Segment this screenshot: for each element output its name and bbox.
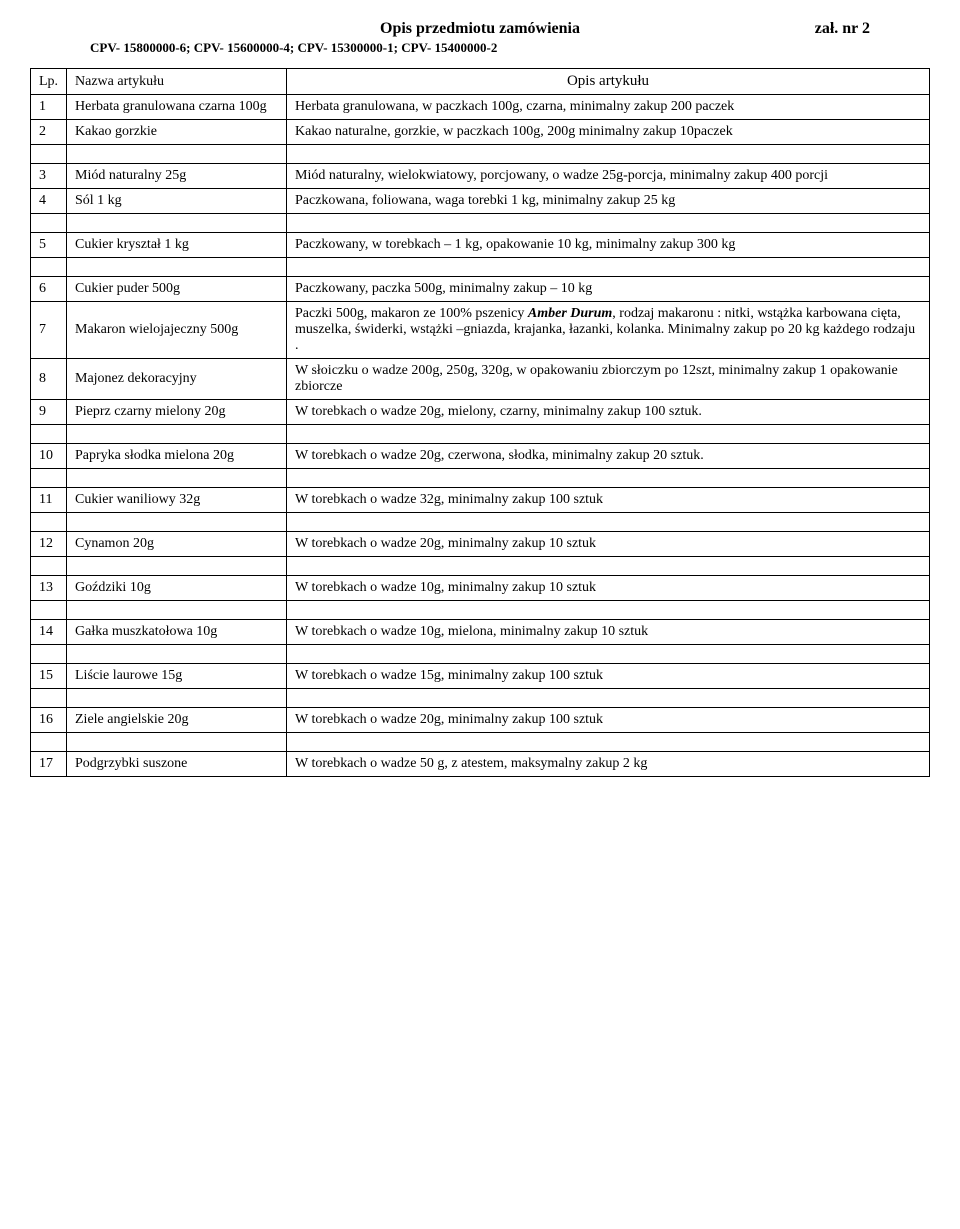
gap-row — [31, 513, 930, 532]
table-row: 2Kakao gorzkieKakao naturalne, gorzkie, … — [31, 120, 930, 145]
table-row: 11Cukier waniliowy 32gW torebkach o wadz… — [31, 488, 930, 513]
cell-lp: 14 — [31, 620, 67, 645]
table-row: 13Goździki 10gW torebkach o wadze 10g, m… — [31, 576, 930, 601]
table-row: 1Herbata granulowana czarna 100gHerbata … — [31, 95, 930, 120]
cell-lp: 12 — [31, 532, 67, 557]
cell-desc: W torebkach o wadze 20g, czerwona, słodk… — [287, 444, 930, 469]
cell-lp: 15 — [31, 664, 67, 689]
cell-desc: Paczkowana, foliowana, waga torebki 1 kg… — [287, 189, 930, 214]
table-row: 5Cukier kryształ 1 kgPaczkowany, w toreb… — [31, 233, 930, 258]
cell-lp: 17 — [31, 752, 67, 777]
cell-lp: 13 — [31, 576, 67, 601]
cell-name: Goździki 10g — [67, 576, 287, 601]
cell-name: Herbata granulowana czarna 100g — [67, 95, 287, 120]
cell-desc: W torebkach o wadze 50 g, z atestem, mak… — [287, 752, 930, 777]
cell-lp: 11 — [31, 488, 67, 513]
cell-lp: 2 — [31, 120, 67, 145]
title-text: Opis przedmiotu zamówienia — [380, 20, 580, 37]
cell-name: Pieprz czarny mielony 20g — [67, 400, 287, 425]
gap-row — [31, 214, 930, 233]
table-row: 14Gałka muszkatołowa 10gW torebkach o wa… — [31, 620, 930, 645]
cell-desc: W torebkach o wadze 32g, minimalny zakup… — [287, 488, 930, 513]
table-row: 12Cynamon 20gW torebkach o wadze 20g, mi… — [31, 532, 930, 557]
cell-name: Cukier waniliowy 32g — [67, 488, 287, 513]
cpv-codes: CPV- 15800000-6; CPV- 15600000-4; CPV- 1… — [90, 40, 930, 56]
gap-row — [31, 145, 930, 164]
cell-desc: W torebkach o wadze 15g, minimalny zakup… — [287, 664, 930, 689]
annex-label: zał. nr 2 — [815, 20, 870, 38]
cell-lp: 16 — [31, 708, 67, 733]
cell-desc: W torebkach o wadze 10g, mielona, minima… — [287, 620, 930, 645]
page-title: Opis przedmiotu zamówienia zał. nr 2 — [30, 20, 930, 38]
table-row: 8Majonez dekoracyjnyW słoiczku o wadze 2… — [31, 359, 930, 400]
cell-desc: Paczkowany, paczka 500g, minimalny zakup… — [287, 277, 930, 302]
gap-row — [31, 601, 930, 620]
cell-name: Sól 1 kg — [67, 189, 287, 214]
emphasis: Amber Durum — [528, 306, 612, 321]
cell-lp: 5 — [31, 233, 67, 258]
table-row: 3Miód naturalny 25gMiód naturalny, wielo… — [31, 164, 930, 189]
gap-row — [31, 689, 930, 708]
gap-row — [31, 645, 930, 664]
cell-name: Miód naturalny 25g — [67, 164, 287, 189]
gap-row — [31, 425, 930, 444]
col-lp: Lp. — [31, 69, 67, 95]
cell-name: Papryka słodka mielona 20g — [67, 444, 287, 469]
col-desc: Opis artykułu — [287, 69, 930, 95]
cell-desc: W słoiczku o wadze 200g, 250g, 320g, w o… — [287, 359, 930, 400]
cell-name: Podgrzybki suszone — [67, 752, 287, 777]
cell-lp: 6 — [31, 277, 67, 302]
cell-desc: Paczki 500g, makaron ze 100% pszenicy Am… — [287, 302, 930, 359]
cell-desc: W torebkach o wadze 20g, minimalny zakup… — [287, 708, 930, 733]
cell-lp: 10 — [31, 444, 67, 469]
cell-desc: Herbata granulowana, w paczkach 100g, cz… — [287, 95, 930, 120]
cell-name: Ziele angielskie 20g — [67, 708, 287, 733]
table-row: 7Makaron wielojajeczny 500gPaczki 500g, … — [31, 302, 930, 359]
table-row: 10Papryka słodka mielona 20gW torebkach … — [31, 444, 930, 469]
cell-name: Kakao gorzkie — [67, 120, 287, 145]
cell-name: Cukier kryształ 1 kg — [67, 233, 287, 258]
cell-name: Majonez dekoracyjny — [67, 359, 287, 400]
table-row: 6Cukier puder 500gPaczkowany, paczka 500… — [31, 277, 930, 302]
col-name: Nazwa artykułu — [67, 69, 287, 95]
cell-name: Makaron wielojajeczny 500g — [67, 302, 287, 359]
cell-name: Gałka muszkatołowa 10g — [67, 620, 287, 645]
gap-row — [31, 733, 930, 752]
cell-desc: W torebkach o wadze 10g, minimalny zakup… — [287, 576, 930, 601]
cell-desc: Kakao naturalne, gorzkie, w paczkach 100… — [287, 120, 930, 145]
cell-lp: 7 — [31, 302, 67, 359]
items-table: Lp. Nazwa artykułu Opis artykułu 1Herbat… — [30, 68, 930, 777]
cell-lp: 4 — [31, 189, 67, 214]
table-row: 9Pieprz czarny mielony 20gW torebkach o … — [31, 400, 930, 425]
table-row: 4Sól 1 kgPaczkowana, foliowana, waga tor… — [31, 189, 930, 214]
cell-desc: W torebkach o wadze 20g, mielony, czarny… — [287, 400, 930, 425]
gap-row — [31, 469, 930, 488]
table-row: 15Liście laurowe 15gW torebkach o wadze … — [31, 664, 930, 689]
cell-desc: W torebkach o wadze 20g, minimalny zakup… — [287, 532, 930, 557]
cell-desc: Paczkowany, w torebkach – 1 kg, opakowan… — [287, 233, 930, 258]
cell-name: Cynamon 20g — [67, 532, 287, 557]
cell-lp: 8 — [31, 359, 67, 400]
table-row: 16Ziele angielskie 20gW torebkach o wadz… — [31, 708, 930, 733]
cell-lp: 9 — [31, 400, 67, 425]
cell-name: Liście laurowe 15g — [67, 664, 287, 689]
cell-lp: 1 — [31, 95, 67, 120]
gap-row — [31, 258, 930, 277]
table-row: 17Podgrzybki suszoneW torebkach o wadze … — [31, 752, 930, 777]
table-header-row: Lp. Nazwa artykułu Opis artykułu — [31, 69, 930, 95]
cell-name: Cukier puder 500g — [67, 277, 287, 302]
gap-row — [31, 557, 930, 576]
cell-desc: Miód naturalny, wielokwiatowy, porcjowan… — [287, 164, 930, 189]
cell-lp: 3 — [31, 164, 67, 189]
